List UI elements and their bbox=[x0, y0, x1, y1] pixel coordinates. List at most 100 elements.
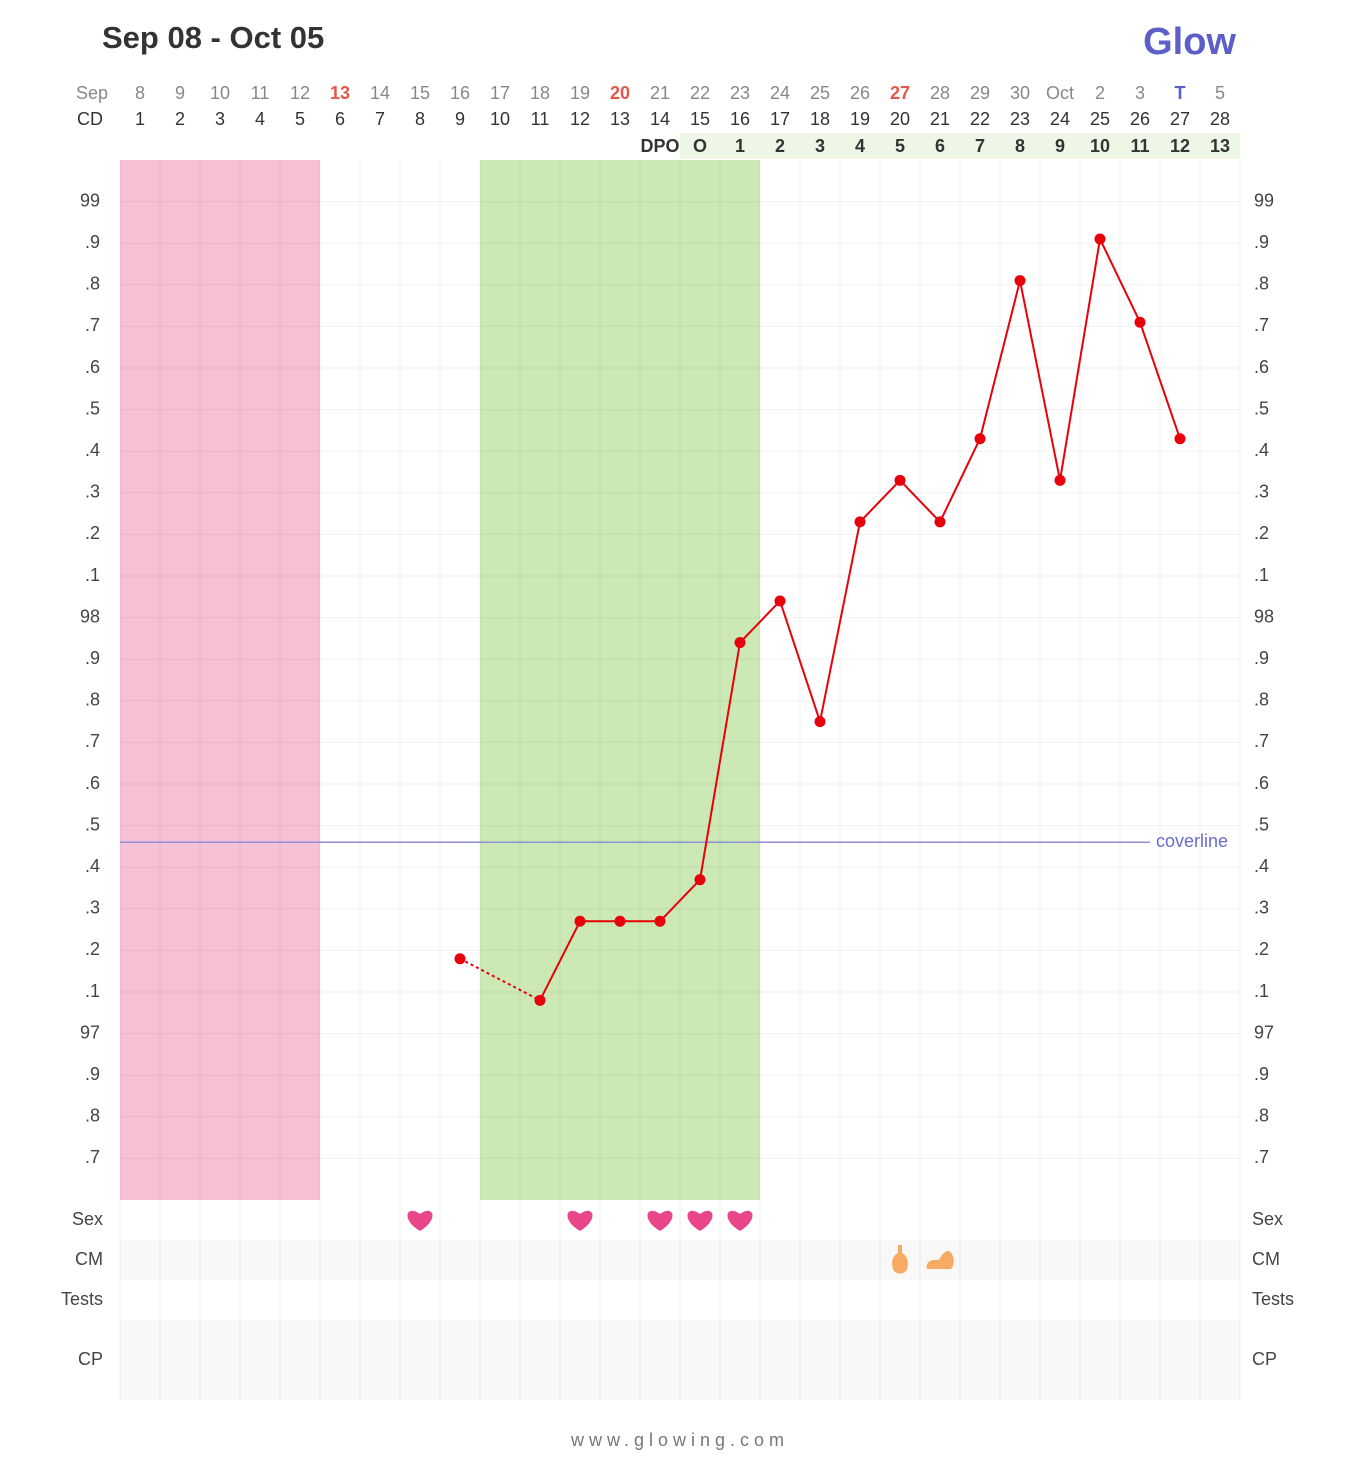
data-point bbox=[534, 994, 546, 1006]
dpo-label: 7 bbox=[975, 136, 985, 156]
cd-label: 17 bbox=[770, 109, 790, 129]
date-label: 13 bbox=[330, 83, 350, 103]
data-point bbox=[694, 874, 706, 886]
y-tick-label: .7 bbox=[85, 731, 100, 751]
row-bg bbox=[120, 1240, 1240, 1280]
date-label: 8 bbox=[135, 83, 145, 103]
date-label: 25 bbox=[810, 83, 830, 103]
y-tick-label-right: .2 bbox=[1254, 523, 1269, 543]
y-tick-label: .2 bbox=[85, 939, 100, 959]
y-tick-label: .1 bbox=[85, 981, 100, 1001]
row-label: Tests bbox=[61, 1289, 103, 1309]
y-tick-label: .9 bbox=[85, 648, 100, 668]
line-segment bbox=[819, 521, 861, 722]
y-tick-label: .7 bbox=[85, 1147, 100, 1167]
date-label: 2 bbox=[1095, 83, 1105, 103]
data-point bbox=[1014, 275, 1026, 287]
y-tick-label: .7 bbox=[85, 315, 100, 335]
y-tick-label-right: .7 bbox=[1254, 1147, 1269, 1167]
y-tick-label-right: .3 bbox=[1254, 898, 1269, 918]
date-label: T bbox=[1175, 83, 1186, 103]
date-label: 21 bbox=[650, 83, 670, 103]
heart bbox=[567, 1210, 593, 1231]
cd-label: 5 bbox=[295, 109, 305, 129]
dpo-label: 9 bbox=[1055, 136, 1065, 156]
date-label: 15 bbox=[410, 83, 430, 103]
heart bbox=[407, 1210, 433, 1231]
date-label: 5 bbox=[1215, 83, 1225, 103]
y-tick-label: .5 bbox=[85, 398, 100, 418]
y-tick-label: .1 bbox=[85, 565, 100, 585]
heart bbox=[727, 1210, 753, 1231]
line-segment bbox=[1099, 238, 1141, 323]
cm-icon bbox=[892, 1245, 908, 1274]
y-tick-label-right: .7 bbox=[1254, 731, 1269, 751]
line-segment bbox=[779, 600, 821, 722]
cd-label: 3 bbox=[215, 109, 225, 129]
cd-label: 22 bbox=[970, 109, 990, 129]
y-tick-label: .8 bbox=[85, 690, 100, 710]
line-segment bbox=[659, 878, 701, 922]
y-tick-label: 99 bbox=[80, 190, 100, 210]
y-tick-label: .6 bbox=[85, 357, 100, 377]
y-tick-label-right: .6 bbox=[1254, 357, 1269, 377]
data-point bbox=[454, 953, 466, 965]
row-bg bbox=[120, 1320, 1240, 1400]
y-tick-label-right: 99 bbox=[1254, 190, 1274, 210]
line-segment bbox=[899, 479, 941, 523]
y-tick-label-right: .2 bbox=[1254, 939, 1269, 959]
cd-label: 2 bbox=[175, 109, 185, 129]
row-label-right: Tests bbox=[1252, 1289, 1294, 1309]
data-point bbox=[1094, 233, 1106, 245]
cd-label: 12 bbox=[570, 109, 590, 129]
y-tick-label: .8 bbox=[85, 274, 100, 294]
dpo-row-label: DPO bbox=[640, 136, 679, 156]
date-label: 19 bbox=[570, 83, 590, 103]
date-label: 30 bbox=[1010, 83, 1030, 103]
line-segment bbox=[1019, 280, 1061, 481]
date-label: 17 bbox=[490, 83, 510, 103]
data-point bbox=[574, 915, 586, 927]
date-label: 27 bbox=[890, 83, 910, 103]
date-label: 20 bbox=[610, 83, 630, 103]
line-segment bbox=[979, 280, 1021, 439]
data-point bbox=[974, 433, 986, 445]
dpo-label: 10 bbox=[1090, 136, 1110, 156]
y-tick-label: 97 bbox=[80, 1022, 100, 1042]
y-tick-label-right: .7 bbox=[1254, 315, 1269, 335]
date-label: 11 bbox=[251, 83, 270, 103]
y-tick-label: .4 bbox=[85, 440, 100, 460]
row-label: Sex bbox=[72, 1209, 103, 1229]
row-label: CP bbox=[78, 1349, 103, 1369]
row-label-right: CP bbox=[1252, 1349, 1277, 1369]
line-segment bbox=[859, 479, 901, 523]
date-label: 16 bbox=[450, 83, 470, 103]
cd-label: 20 bbox=[890, 109, 910, 129]
row-label: CM bbox=[75, 1249, 103, 1269]
y-tick-label-right: 97 bbox=[1254, 1022, 1274, 1042]
heart bbox=[647, 1210, 673, 1231]
date-label: 10 bbox=[210, 83, 230, 103]
cd-label: 4 bbox=[255, 109, 265, 129]
cd-label: 8 bbox=[415, 109, 425, 129]
y-tick-label-right: .4 bbox=[1254, 856, 1269, 876]
cd-label: 9 bbox=[455, 109, 465, 129]
dpo-label: 4 bbox=[855, 136, 865, 156]
cd-label: 18 bbox=[810, 109, 830, 129]
date-label: 24 bbox=[770, 83, 790, 103]
month-label: Sep bbox=[76, 83, 108, 103]
fertile-band bbox=[480, 160, 760, 1200]
logo: Glow bbox=[1143, 21, 1236, 63]
cd-label: 21 bbox=[930, 109, 950, 129]
data-point bbox=[1054, 474, 1066, 486]
data-point bbox=[934, 516, 946, 528]
date-label: 12 bbox=[290, 83, 310, 103]
data-point bbox=[1174, 433, 1186, 445]
chart-title: Sep 08 - Oct 05 bbox=[102, 20, 324, 55]
y-tick-label-right: .8 bbox=[1254, 690, 1269, 710]
footer: www.glowing.com bbox=[570, 1430, 789, 1450]
cd-label: 26 bbox=[1130, 109, 1150, 129]
date-label: 23 bbox=[730, 83, 750, 103]
y-tick-label-right: .8 bbox=[1254, 274, 1269, 294]
cd-label: 14 bbox=[650, 109, 670, 129]
